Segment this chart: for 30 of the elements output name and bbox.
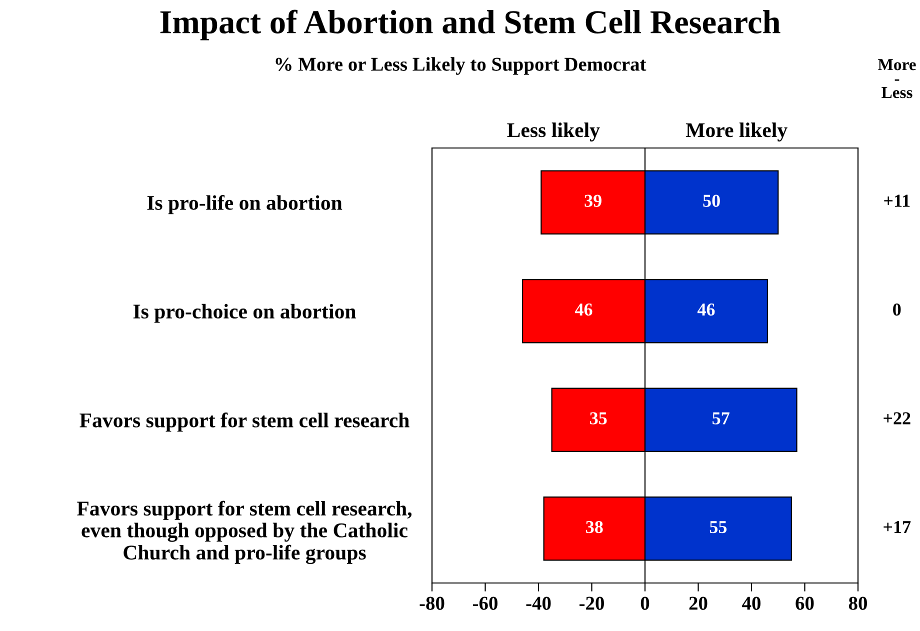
text: More - Less (878, 59, 916, 98)
data-label: 57 (712, 412, 730, 424)
x-tick-label: -20 (580, 596, 604, 610)
data-label: 46 (574, 304, 592, 316)
series-label: Less likely (507, 122, 600, 142)
data-label: 38 (586, 520, 603, 534)
data-label: 46 (697, 304, 715, 316)
y-tick-label: Is pro-choice on abortion (133, 304, 356, 323)
data-label: 50 (703, 194, 720, 207)
x-tick-label: -60 (473, 596, 498, 610)
text: +22 (884, 412, 910, 424)
series-label: More likely (686, 122, 788, 142)
data-label: 55 (710, 521, 727, 534)
y-tick-label: Favors support for stem cell research, even though opposed by the Catholic Church and pro-life groups (77, 500, 412, 564)
y-tick-label: Is pro-life on abortion (147, 195, 342, 214)
x-tick-label: -40 (526, 596, 551, 610)
chart-subtitle: % More or Less Likely to Support Democrat (276, 57, 646, 75)
x-tick-label: 60 (796, 596, 814, 610)
x-tick-label: -80 (420, 596, 444, 610)
text: +11 (884, 194, 910, 207)
x-tick-label: 0 (640, 596, 650, 610)
data-label: 39 (584, 194, 602, 207)
text: 0 (893, 303, 901, 316)
text: +17 (884, 521, 911, 533)
data-label: 35 (590, 412, 607, 424)
x-tick-label: 80 (848, 596, 867, 610)
x-tick-label: 40 (742, 596, 760, 610)
x-tick-label: 20 (689, 596, 708, 610)
y-tick-label: Favors support for stem cell research (80, 412, 410, 432)
chart-title: Impact of Abortion and Stem Cell Research (160, 10, 780, 40)
